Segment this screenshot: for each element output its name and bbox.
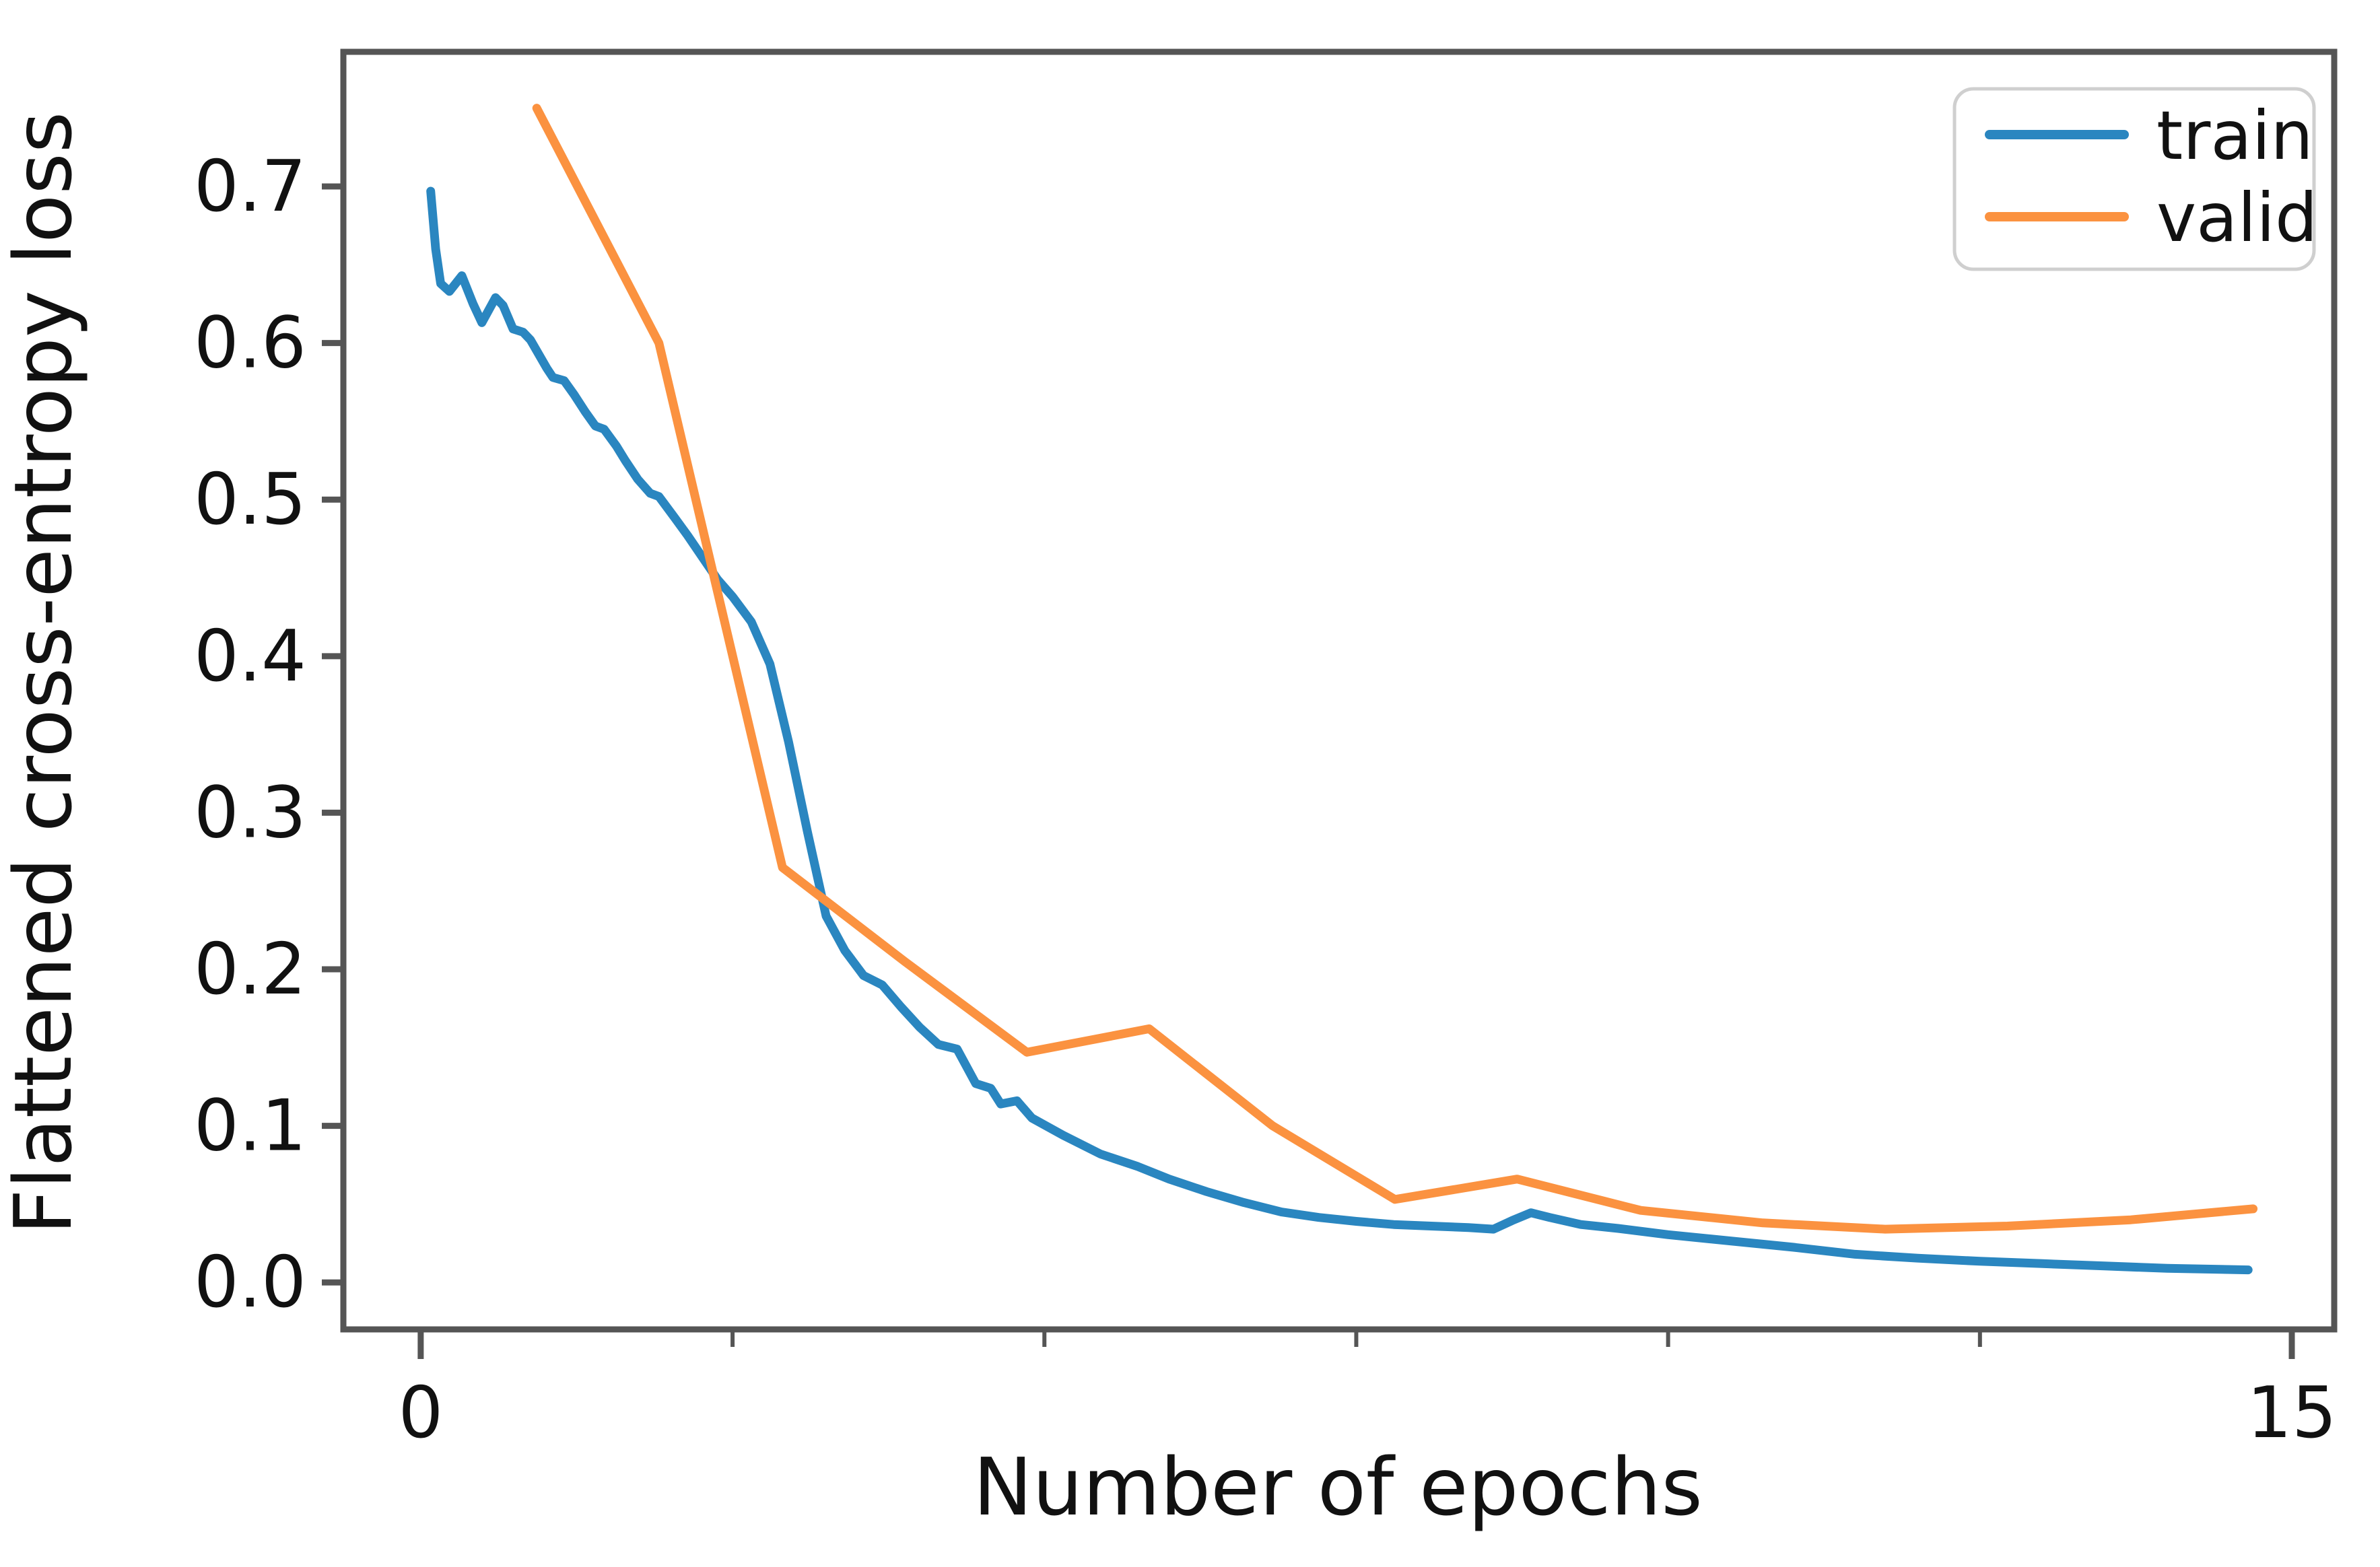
y-axis-title: Flattened cross-entropy loss xyxy=(0,112,90,1234)
x-axis-title: Number of epochs xyxy=(973,1440,1703,1533)
y-tick-label: 0.4 xyxy=(194,615,306,697)
legend-label-valid: valid xyxy=(2156,178,2318,257)
y-tick-label: 0.7 xyxy=(194,145,306,228)
plot-spines xyxy=(340,48,2338,1333)
y-tick-label: 0.5 xyxy=(194,458,306,541)
y-tick-label: 0.6 xyxy=(194,302,306,384)
legend-label-train: train xyxy=(2156,96,2313,175)
y-tick-label: 0.0 xyxy=(194,1241,306,1323)
series-layer xyxy=(426,104,2258,1275)
series-line-valid xyxy=(532,104,2258,1234)
x-tick-label: 15 xyxy=(2247,1372,2337,1454)
y-tick-label: 0.1 xyxy=(194,1085,306,1167)
y-tick-label: 0.2 xyxy=(194,928,306,1010)
series-line-train xyxy=(426,186,2253,1275)
axes-layer: 0 15 0.0 0.1 0.2 0.3 0.4 0.5 0.6 0.7 xyxy=(194,48,2338,1454)
x-tick-label: 0 xyxy=(398,1372,443,1454)
y-tick-label: 0.3 xyxy=(194,771,306,854)
